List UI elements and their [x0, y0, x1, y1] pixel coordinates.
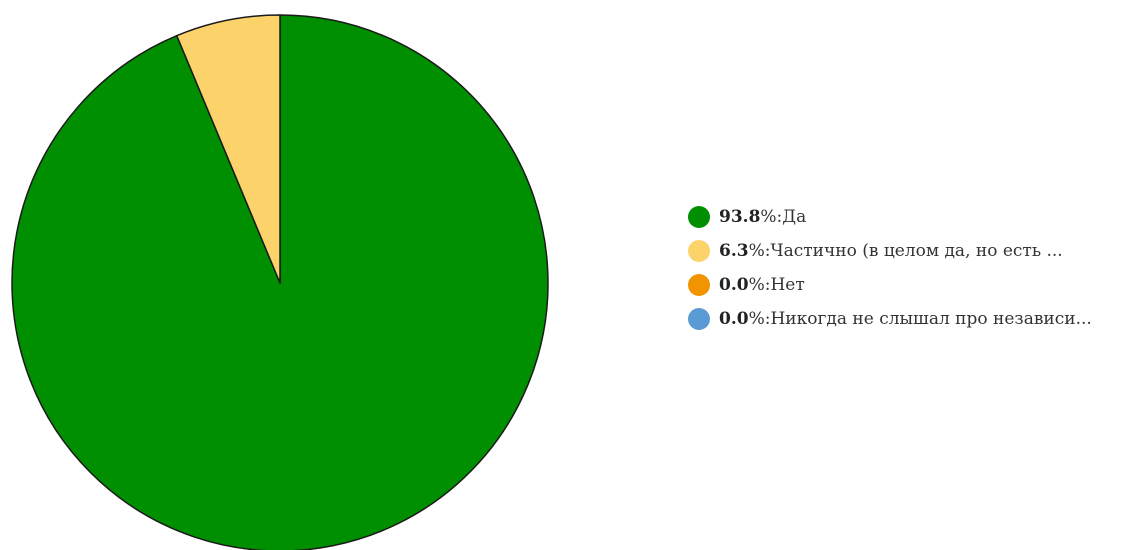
legend-value: 0.0 [719, 275, 749, 295]
legend-value: 6.3 [719, 241, 749, 261]
legend-label: Никогда не слышал про независи... [770, 309, 1092, 329]
legend-swatch [688, 274, 710, 296]
legend-percent-sign: %: [748, 275, 771, 295]
pie-slices [11, 14, 549, 550]
legend-percent-sign: %: [748, 309, 771, 329]
legend: 93.8%: Да 6.3%: Частично (в целом да, но … [688, 205, 1143, 341]
legend-percent-sign: %: [760, 207, 783, 227]
legend-label: Частично (в целом да, но есть ... [770, 241, 1063, 261]
pie-plot-area [11, 14, 549, 550]
legend-value: 93.8 [719, 207, 761, 227]
legend-item[interactable]: 6.3%: Частично (в целом да, но есть ... [688, 239, 1143, 263]
legend-value: 0.0 [719, 309, 749, 329]
legend-item[interactable]: 0.0%: Нет [688, 273, 1143, 297]
legend-swatch [688, 206, 710, 228]
pie-slice[interactable] [176, 14, 281, 284]
legend-item[interactable]: 93.8%: Да [688, 205, 1143, 229]
legend-label: Нет [770, 275, 805, 295]
legend-swatch [688, 308, 710, 330]
legend-item[interactable]: 0.0%: Никогда не слышал про независи... [688, 307, 1143, 331]
legend-swatch [688, 240, 710, 262]
legend-percent-sign: %: [748, 241, 771, 261]
legend-label: Да [782, 207, 807, 227]
pie-slice[interactable] [11, 14, 549, 550]
